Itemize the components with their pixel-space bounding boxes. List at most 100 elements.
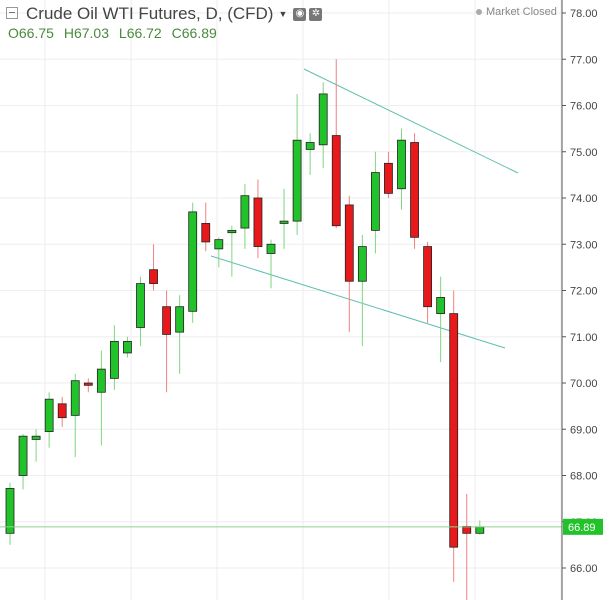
candle-body bbox=[136, 283, 145, 328]
candle-body bbox=[344, 204, 354, 282]
candle bbox=[57, 396, 67, 427]
candle-body bbox=[253, 197, 263, 247]
grid bbox=[0, 0, 562, 600]
candle-body bbox=[227, 229, 237, 234]
candle bbox=[214, 237, 224, 268]
candle-body bbox=[57, 403, 67, 419]
status-dot-icon bbox=[476, 9, 482, 15]
candle bbox=[5, 482, 15, 545]
settings-icon[interactable]: ◉ bbox=[293, 7, 307, 21]
candle bbox=[83, 378, 93, 393]
candle-body bbox=[175, 306, 185, 333]
candle-body bbox=[331, 135, 341, 227]
y-tick-label: 71.00 bbox=[570, 332, 598, 344]
candle bbox=[397, 128, 406, 210]
candle-body bbox=[96, 368, 106, 393]
last-price-badge: 66.89 bbox=[563, 518, 603, 535]
candle bbox=[175, 295, 185, 374]
y-tick-label: 76.00 bbox=[570, 101, 598, 113]
candle bbox=[318, 82, 328, 168]
candle-body bbox=[18, 435, 28, 476]
candle bbox=[149, 244, 158, 291]
market-status: Market Closed bbox=[476, 6, 557, 18]
candle-body bbox=[201, 223, 211, 243]
candles bbox=[5, 59, 485, 600]
y-tick-label: 77.00 bbox=[570, 54, 598, 66]
candle-body bbox=[305, 142, 315, 150]
candle-body bbox=[31, 435, 41, 440]
chart-header: Crude Oil WTI Futures, D, (CFD) ▼ ◉ ✲ bbox=[6, 4, 325, 24]
candle-body bbox=[5, 488, 15, 534]
candle bbox=[436, 276, 446, 363]
candle-body bbox=[475, 526, 485, 534]
y-tick-label: 73.00 bbox=[570, 239, 598, 251]
candle bbox=[462, 494, 472, 600]
candle-body bbox=[318, 93, 328, 146]
candle bbox=[136, 276, 145, 346]
last-price-label: 66.89 bbox=[568, 522, 596, 534]
candle-body bbox=[188, 211, 198, 312]
y-tick-label: 75.00 bbox=[570, 147, 598, 159]
candle bbox=[240, 184, 250, 249]
close-value: C66.89 bbox=[171, 25, 217, 41]
candle-body bbox=[240, 195, 250, 229]
candle-body bbox=[162, 306, 172, 335]
low-value: L66.72 bbox=[118, 25, 162, 41]
candle bbox=[31, 429, 41, 462]
candle bbox=[370, 151, 380, 254]
open-value: O66.75 bbox=[8, 25, 54, 41]
candle-body bbox=[410, 142, 419, 238]
candle-body bbox=[357, 246, 367, 282]
candle bbox=[123, 336, 132, 358]
candle-body bbox=[149, 269, 158, 284]
candle-body bbox=[110, 340, 119, 379]
chevron-down-icon[interactable]: ▼ bbox=[278, 9, 288, 19]
market-status-text: Market Closed bbox=[486, 6, 557, 18]
upper-trendline[interactable] bbox=[303, 68, 519, 174]
candle-body bbox=[214, 239, 224, 250]
candle bbox=[423, 241, 433, 323]
collapse-icon[interactable] bbox=[6, 7, 18, 19]
candle bbox=[305, 133, 315, 175]
candle bbox=[110, 325, 119, 390]
y-tick-label: 74.00 bbox=[570, 193, 598, 205]
candle-body bbox=[449, 313, 459, 548]
candle bbox=[384, 151, 393, 198]
candle bbox=[344, 195, 354, 333]
candle bbox=[201, 202, 211, 252]
candle-body bbox=[423, 246, 433, 308]
candle-body bbox=[70, 380, 80, 416]
y-tick-label: 68.00 bbox=[570, 471, 598, 483]
candle-body bbox=[123, 340, 132, 354]
candle bbox=[475, 520, 485, 535]
candle-body bbox=[83, 382, 93, 386]
candle bbox=[331, 59, 341, 229]
high-value: H67.03 bbox=[63, 25, 109, 41]
y-tick-label: 70.00 bbox=[570, 378, 598, 390]
candle bbox=[410, 133, 419, 249]
y-tick-label: 69.00 bbox=[570, 424, 598, 436]
symbol-title[interactable]: Crude Oil WTI Futures, D, (CFD) bbox=[26, 4, 274, 23]
price-axis[interactable]: 66.0067.0068.0069.0070.0071.0072.0073.00… bbox=[561, 0, 598, 600]
candle bbox=[357, 235, 367, 346]
candle-body bbox=[279, 220, 289, 224]
candle bbox=[449, 290, 459, 582]
candle-body bbox=[462, 525, 472, 534]
y-tick-label: 66.00 bbox=[570, 563, 598, 575]
candle bbox=[188, 202, 198, 323]
candle bbox=[227, 225, 237, 277]
candle-body bbox=[436, 297, 446, 315]
y-tick-label: 78.00 bbox=[570, 8, 598, 20]
candle bbox=[266, 239, 276, 289]
candle-body bbox=[397, 139, 406, 190]
candle-body bbox=[44, 398, 54, 432]
gear-icon[interactable]: ✲ bbox=[309, 7, 323, 21]
candle bbox=[44, 392, 54, 448]
candle bbox=[96, 350, 106, 446]
candle-body bbox=[384, 162, 393, 194]
y-tick-label: 72.00 bbox=[570, 286, 598, 298]
candle-body bbox=[266, 243, 276, 254]
candle bbox=[18, 433, 28, 490]
candle bbox=[279, 188, 289, 249]
